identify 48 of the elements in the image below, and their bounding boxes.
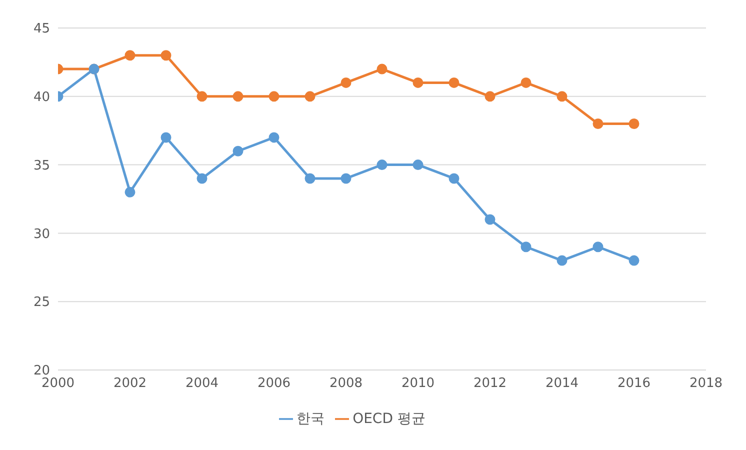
point: [160, 132, 172, 143]
point: [484, 91, 496, 102]
x-tick-label: 2008: [329, 376, 363, 392]
point: [412, 160, 424, 170]
point: [124, 50, 136, 61]
legend-label: OECD 평균: [352, 411, 426, 427]
point: [340, 173, 352, 184]
point: [376, 64, 388, 74]
point: [124, 186, 136, 198]
point: [268, 132, 280, 143]
point: [196, 91, 208, 102]
point: [520, 242, 532, 252]
x-tick-label: 2000: [41, 376, 75, 392]
point: [268, 91, 280, 102]
point: [160, 50, 172, 61]
point: [556, 91, 568, 102]
x-tick-label: 2016: [617, 376, 651, 392]
x-tick-label: 2004: [185, 376, 219, 392]
y-tick-label: 35: [33, 158, 50, 174]
point: [304, 91, 316, 102]
point: [232, 91, 244, 102]
point: [448, 173, 460, 184]
point: [412, 77, 424, 88]
x-tick-label: 2018: [689, 376, 723, 392]
x-tick-label: 2012: [473, 376, 507, 392]
point: [556, 255, 568, 266]
point: [592, 118, 604, 130]
point: [448, 77, 460, 88]
x-tick-label: 2014: [545, 376, 579, 392]
point: [232, 146, 244, 156]
point: [196, 173, 208, 184]
x-tick-label: 2006: [257, 376, 291, 392]
point: [304, 173, 316, 184]
y-tick-label: 20: [33, 364, 50, 379]
x-tick-label: 2002: [113, 376, 147, 392]
point: [484, 214, 496, 225]
point: [592, 242, 604, 252]
y-tick-label: 30: [33, 226, 50, 242]
point: [628, 255, 640, 266]
y-tick-label: 25: [33, 295, 50, 310]
point: [376, 160, 388, 170]
y-tick-label: 45: [33, 22, 50, 37]
point: [520, 77, 532, 88]
x-tick-label: 2010: [401, 376, 435, 392]
legend-label: 한국: [296, 411, 325, 427]
y-tick-label: 40: [33, 90, 50, 106]
point: [628, 118, 640, 130]
point: [340, 77, 352, 88]
